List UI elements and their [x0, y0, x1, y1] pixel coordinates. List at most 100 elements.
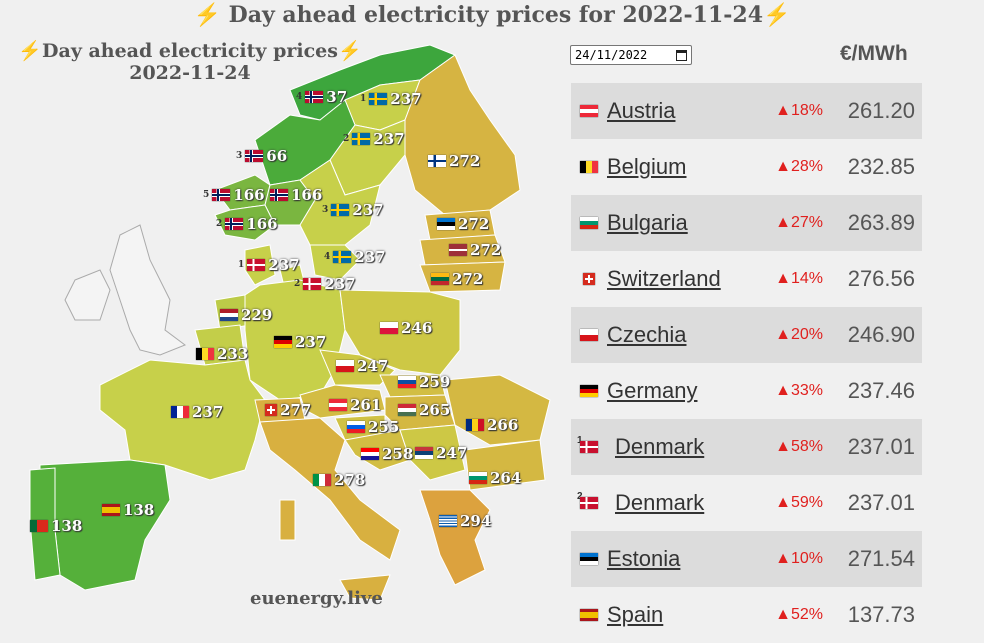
map-price-value: 259: [419, 373, 451, 391]
region-gr: [419, 489, 491, 586]
table-row: Switzerland ▲14% 276.56: [571, 251, 922, 307]
zone-number: 4: [324, 252, 331, 262]
sweden-flag-icon: [369, 93, 388, 105]
czechia-flag-icon: [336, 360, 354, 372]
map-price-value: 166: [233, 186, 265, 204]
map-label-bg: 264: [469, 469, 521, 487]
map-label-pl: 246: [380, 319, 432, 337]
italy-flag-icon: [313, 474, 331, 486]
denmark-flag-icon: [303, 278, 322, 290]
map-label-ro: 266: [466, 416, 518, 434]
zone-number: 2: [216, 219, 223, 229]
map-price-value: 247: [436, 444, 468, 462]
map-price-value: 278: [334, 471, 366, 489]
price-change: ▲18%: [775, 102, 823, 119]
country-link[interactable]: Estonia: [607, 546, 681, 571]
country-link[interactable]: Denmark: [615, 434, 705, 459]
france-flag-icon: [171, 406, 189, 418]
country-link[interactable]: Spain: [607, 602, 664, 627]
sweden-flag-icon: [352, 133, 371, 145]
map-label-se1: 1 237: [360, 90, 422, 108]
map-label-no3: 3 66: [236, 147, 287, 165]
country-link[interactable]: Czechia: [607, 322, 687, 347]
zone-number: 1: [238, 260, 245, 270]
price-value: 261.20: [847, 98, 915, 123]
zone-number: 1: [577, 435, 583, 446]
lightning-icon: ⚡: [18, 40, 43, 62]
map-label-de: 237: [274, 333, 326, 351]
map-label-fi: 272: [428, 152, 480, 170]
calendar-icon[interactable]: [676, 49, 687, 61]
region-it-islands: [279, 499, 391, 601]
map-price-value: 37: [326, 88, 348, 106]
price-value: 271.54: [847, 546, 915, 571]
map-label-se4: 4 237: [324, 248, 386, 266]
country-link[interactable]: Austria: [607, 98, 676, 123]
flag-cell: [571, 385, 607, 397]
latvia-flag-icon: [449, 244, 467, 256]
price-change: ▲59%: [775, 494, 823, 511]
country-link[interactable]: Bulgaria: [607, 210, 688, 235]
bulgaria-flag-icon: [469, 472, 487, 484]
map-price-value: 266: [487, 416, 519, 434]
country-link[interactable]: Belgium: [607, 154, 687, 179]
unit-header: €/MWh: [840, 42, 908, 65]
portugal-flag-icon: [30, 520, 48, 532]
map-price-value: 233: [217, 345, 249, 363]
belgium-flag-icon: [196, 348, 214, 360]
map-price-value: 247: [357, 357, 389, 375]
greece-flag-icon: [439, 515, 457, 527]
map-price-value: 237: [373, 130, 405, 148]
price-change: ▲10%: [775, 550, 823, 567]
ireland-outline: [64, 269, 111, 321]
map-label-nl: 229: [220, 306, 272, 324]
region-no2: [214, 204, 276, 241]
sweden-flag-icon: [333, 251, 352, 263]
flag-cell: [571, 553, 607, 565]
map-price-value: 261: [350, 396, 382, 414]
map-price-value: 258: [382, 445, 414, 463]
zone-number: 1: [360, 94, 367, 104]
slovakia-flag-icon: [398, 376, 416, 388]
country-link[interactable]: Denmark: [615, 490, 705, 515]
slovenia-flag-icon: [347, 421, 365, 433]
denmark-flag-icon: [247, 259, 266, 271]
uk-outline: [109, 224, 187, 356]
table-row: Estonia ▲10% 271.54: [571, 531, 922, 587]
switzerland-flag-icon: [265, 404, 277, 416]
map-label-es: 138: [102, 501, 154, 519]
map-price-value: 237: [192, 403, 224, 421]
czechia-flag-icon: [580, 329, 598, 341]
price-value: 246.90: [847, 322, 915, 347]
map-price-value: 272: [449, 152, 481, 170]
price-value: 237.01: [847, 434, 915, 459]
norway-flag-icon: [245, 150, 264, 162]
table-row: 2 Denmark ▲59% 237.01: [571, 475, 922, 531]
map-label-lv: 272: [449, 241, 501, 259]
zone-number: 5: [203, 190, 210, 200]
country-link[interactable]: Germany: [607, 378, 698, 403]
map-price-value: 265: [419, 401, 451, 419]
price-change: ▲58%: [775, 438, 823, 455]
map-price-value: 237: [324, 275, 356, 293]
map-price-value: 272: [470, 241, 502, 259]
country-link[interactable]: Switzerland: [607, 266, 721, 291]
austria-flag-icon: [329, 399, 347, 411]
flag-cell: [571, 217, 607, 229]
map-footer: euenergy.live: [250, 588, 383, 609]
map-price-value: 272: [452, 270, 484, 288]
price-table: Austria ▲18% 261.20 Belgium ▲28% 232.85 Bulgar…: [571, 83, 922, 643]
lightning-icon: ⚡: [763, 2, 791, 28]
map-price-value: 166: [291, 186, 323, 204]
date-picker-input[interactable]: 24/11/2022: [570, 45, 692, 65]
austria-flag-icon: [580, 105, 598, 117]
netherlands-flag-icon: [220, 309, 238, 321]
date-value: 24/11/2022: [575, 48, 648, 62]
romania-flag-icon: [466, 419, 484, 431]
map-label-be: 233: [196, 345, 248, 363]
map-label-rs: 247: [415, 444, 467, 462]
price-value: 237.46: [847, 378, 915, 403]
price-value: 137.73: [847, 602, 915, 627]
map-price-value: 138: [51, 517, 83, 535]
map-price-value: 66: [266, 147, 288, 165]
